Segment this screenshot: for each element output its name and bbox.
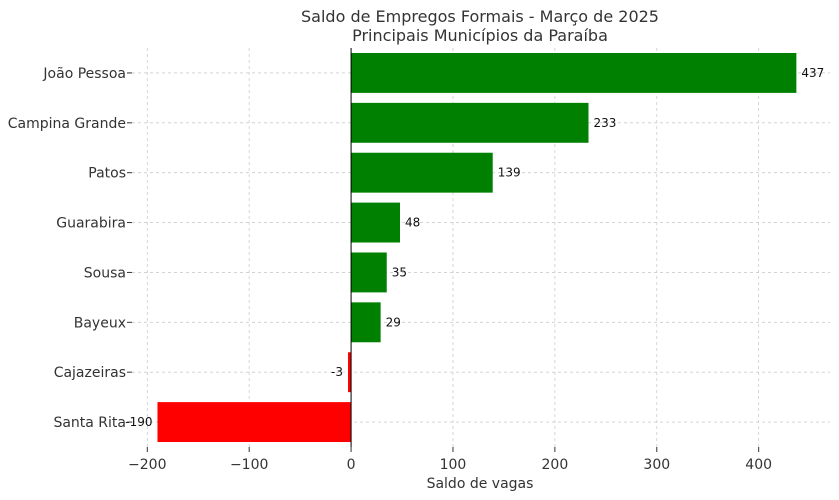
bar-value-label: 35 bbox=[392, 265, 407, 279]
bar bbox=[351, 252, 387, 293]
bar bbox=[351, 102, 589, 143]
x-ticks: −200 −100 0 100 200 300 400 bbox=[128, 447, 772, 473]
labels-layer: 437 233 139 48 35 29 -3 -190 bbox=[125, 48, 824, 447]
bar-value-label: 29 bbox=[386, 315, 401, 329]
x-tick-label: 0 bbox=[347, 457, 356, 473]
x-tick-label: −200 bbox=[128, 457, 166, 473]
bar bbox=[351, 302, 381, 343]
bar-value-label: 233 bbox=[594, 116, 617, 130]
bar-value-label: 139 bbox=[498, 166, 521, 180]
y-tick-label: Guarabira bbox=[56, 216, 126, 232]
bars-layer bbox=[157, 52, 797, 443]
bar bbox=[351, 202, 400, 243]
bar-value-label: -3 bbox=[331, 365, 343, 379]
bar bbox=[351, 52, 797, 93]
bar-value-label: 437 bbox=[801, 66, 824, 80]
x-axis-label: Saldo de vagas bbox=[427, 476, 534, 492]
x-tick-label: 100 bbox=[440, 457, 467, 473]
y-tick-label: Campina Grande bbox=[8, 116, 126, 132]
x-tick-label: 300 bbox=[643, 457, 670, 473]
chart-subtitle: Principais Municípios da Paraíba bbox=[352, 26, 608, 45]
x-tick-label: −100 bbox=[230, 457, 268, 473]
bar-value-label: -190 bbox=[125, 415, 152, 429]
y-tick-label: Cajazeiras bbox=[54, 365, 126, 381]
y-tick-label: João Pessoa bbox=[42, 66, 126, 82]
y-tick-label: Bayeux bbox=[74, 315, 126, 331]
bar bbox=[157, 402, 352, 443]
y-tick-label: Sousa bbox=[84, 265, 126, 281]
chart-title: Saldo de Empregos Formais - Março de 202… bbox=[301, 7, 659, 26]
y-tick-label: Santa Rita bbox=[53, 415, 126, 431]
y-tick-label: Patos bbox=[88, 166, 126, 182]
x-tick-label: 200 bbox=[542, 457, 569, 473]
y-ticks: João Pessoa Campina Grande Patos Guarabira S… bbox=[8, 66, 132, 431]
bar bbox=[348, 352, 352, 393]
bar bbox=[351, 152, 493, 193]
x-tick-label: 400 bbox=[745, 457, 772, 473]
bar-value-label: 48 bbox=[405, 216, 420, 230]
